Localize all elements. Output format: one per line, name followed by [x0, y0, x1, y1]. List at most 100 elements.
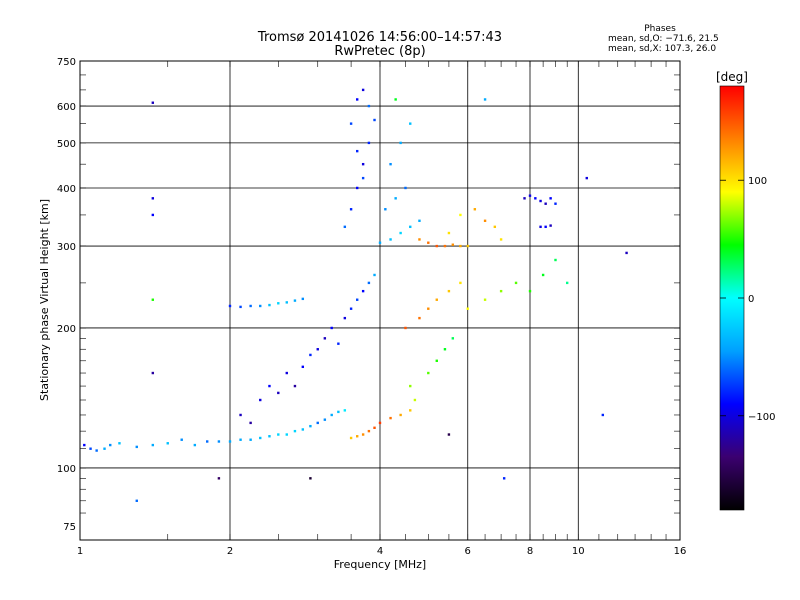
- phases-heading: Phases: [644, 24, 676, 34]
- data-point: [217, 440, 221, 443]
- data-point: [502, 477, 506, 480]
- data-point: [151, 197, 155, 200]
- data-point: [349, 208, 353, 211]
- data-point: [249, 438, 252, 441]
- data-point: [443, 244, 447, 248]
- colorbar-tick-label: 0: [748, 294, 754, 305]
- data-point: [349, 436, 353, 440]
- data-point: [451, 337, 455, 340]
- data-point: [330, 326, 333, 330]
- data-point: [459, 213, 462, 217]
- phases-x-line: mean, sd,X: 107.3, 26.0: [608, 44, 717, 54]
- y-tick-label: 500: [57, 139, 76, 150]
- data-point: [277, 391, 280, 395]
- phases-o-line: mean, sd,O: −71.6, 21.5: [608, 34, 719, 44]
- data-point: [367, 104, 371, 108]
- data-point: [301, 297, 305, 301]
- x-tick-label: 10: [572, 546, 585, 557]
- data-point: [523, 197, 526, 200]
- data-point: [259, 398, 262, 402]
- data-point: [435, 359, 438, 362]
- data-point: [409, 122, 412, 125]
- data-point: [180, 438, 183, 441]
- data-point: [109, 443, 112, 447]
- data-point: [361, 289, 365, 293]
- data-point: [549, 197, 552, 200]
- y-axis: 75 100 200 300 400 500 600 750: [57, 57, 680, 533]
- data-point: [228, 440, 232, 443]
- data-point: [361, 176, 365, 180]
- data-point: [316, 421, 319, 425]
- data-point: [293, 429, 297, 433]
- data-point: [447, 433, 451, 436]
- x-axis: 1 2 4 6 8 10 16: [77, 61, 686, 557]
- data-point: [323, 418, 327, 421]
- y-tick-label: 750: [57, 57, 76, 68]
- data-point: [389, 162, 392, 166]
- data-point: [389, 416, 392, 420]
- data-point: [435, 244, 438, 248]
- data-point: [418, 316, 421, 320]
- data-point: [483, 298, 487, 301]
- data-point: [361, 162, 365, 166]
- data-point: [399, 141, 402, 145]
- data-point: [384, 208, 387, 211]
- data-point: [361, 433, 365, 436]
- data-point: [409, 409, 412, 412]
- data-point: [259, 304, 262, 308]
- data-point: [427, 241, 430, 244]
- data-point: [367, 281, 371, 285]
- data-point: [466, 307, 469, 310]
- data-point: [544, 202, 547, 205]
- data-point: [355, 149, 359, 153]
- data-point: [323, 337, 327, 340]
- data-point: [361, 88, 365, 92]
- data-point: [277, 302, 280, 305]
- data-point: [473, 208, 477, 211]
- data-point: [239, 305, 242, 309]
- data-point: [394, 98, 397, 101]
- grid: [80, 61, 680, 540]
- data-point: [499, 238, 503, 241]
- data-point: [539, 199, 542, 203]
- data-point: [259, 436, 262, 440]
- data-point: [217, 477, 221, 480]
- data-point: [268, 435, 271, 438]
- data-point: [249, 304, 252, 308]
- data-point: [83, 443, 86, 447]
- data-point: [447, 289, 451, 293]
- data-point: [239, 438, 242, 441]
- data-point: [418, 219, 421, 222]
- data-point: [151, 443, 155, 447]
- data-point: [330, 413, 333, 417]
- y-tick-label: 200: [57, 324, 76, 335]
- data-point: [404, 186, 407, 190]
- data-point: [151, 298, 155, 301]
- data-point: [435, 298, 438, 301]
- data-point: [268, 303, 271, 307]
- data-point: [625, 251, 628, 255]
- data-point: [404, 326, 407, 330]
- colorbar-tick-label: 100: [748, 176, 767, 187]
- colorbar-tick-label: −100: [748, 412, 775, 423]
- data-point: [601, 413, 605, 417]
- y-tick-label: 600: [57, 102, 76, 113]
- data-point: [89, 447, 92, 450]
- data-point: [514, 281, 518, 285]
- data-point: [239, 413, 242, 417]
- data-point: [151, 101, 155, 104]
- y-tick-label: 100: [57, 464, 76, 475]
- data-point: [378, 421, 382, 425]
- data-point: [427, 371, 430, 375]
- data-point: [367, 141, 371, 145]
- data-point: [443, 348, 447, 351]
- data-point: [293, 299, 297, 302]
- chart-title: Tromsø 20141026 14:56:00–14:57:43: [257, 30, 503, 45]
- y-tick-label: 300: [57, 242, 76, 253]
- data-point: [451, 243, 455, 246]
- data-point: [459, 244, 462, 248]
- data-point: [343, 409, 347, 412]
- data-point: [549, 224, 552, 227]
- data-point: [309, 353, 312, 357]
- data-point: [337, 342, 340, 345]
